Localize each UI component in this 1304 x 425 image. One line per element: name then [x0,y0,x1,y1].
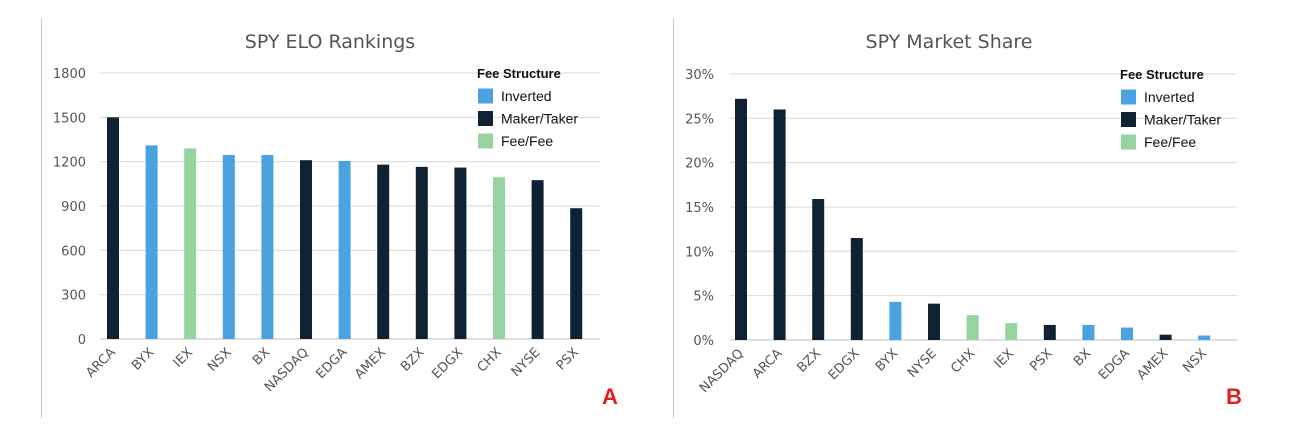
legend-title: Fee Structure [477,66,561,81]
legend-swatch-maker-taker [478,111,493,126]
y-tick-label: 15% [685,201,714,216]
legend-label: Inverted [501,88,552,104]
bar-amex [1159,334,1172,340]
bar-edga [1121,327,1133,340]
x-tick-label: PSX [554,345,582,373]
bar-nasdaq [735,98,747,341]
panel-letter: B [1226,384,1242,409]
x-tick-label: IEX [171,345,196,370]
bar-iex [1005,323,1018,340]
x-tick-label: IEX [992,346,1017,371]
y-tick-label: 600 [61,244,86,259]
x-tick-label: AMEX [352,345,389,382]
bar-edgx [850,238,863,340]
panel-letter: A [602,384,618,409]
y-tick-label: 20% [685,157,714,172]
y-tick-label: 900 [61,200,86,215]
legend-swatch-inverted [1121,89,1136,105]
x-tick-label: ARCA [83,345,119,381]
x-tick-label: CHX [475,345,505,375]
panel-divider [673,18,674,418]
x-tick-label: EDGA [314,345,351,382]
bar-nyse [928,303,940,340]
bar-bzx [415,166,428,339]
bar-byx [145,145,158,339]
legend-label: Inverted [1144,89,1195,105]
chart-title: SPY Market Share [866,31,1033,53]
bar-arca [773,109,786,340]
x-tick-label: EDGX [826,346,863,383]
chart-panel-market-share: SPY Market Share 0% 5% 10% 15% 20% 25% 30% NASDA… [685,31,1242,409]
x-tick-label: AMEX [1134,346,1171,383]
bar-nsx [1198,335,1211,340]
bar-bzx [812,199,825,340]
legend: Fee Structure Inverted Maker/Taker Fee/Fee [477,66,578,149]
bar-nsx [222,155,235,339]
y-tick-label: 0% [693,334,714,349]
bar-edgx [454,167,467,339]
y-tick-label: 1500 [53,111,86,126]
x-tick-label: BX [250,345,273,368]
y-tick-label: 10% [685,245,714,260]
x-tick-label: NYSE [509,345,544,380]
legend-label: Fee/Fee [1144,134,1196,150]
legend-swatch-maker-taker [1121,112,1136,127]
y-tick-label: 30% [685,68,714,83]
bar-amex [377,164,390,339]
x-tick-label: BZX [398,345,428,375]
x-tick-label: BYX [873,346,901,374]
bar-nasdaq [300,160,312,339]
bar-iex [184,148,197,339]
bar-bx [261,155,274,339]
y-tick-label: 25% [685,112,714,127]
bar-byx [889,301,902,340]
x-tick-label: NSX [205,345,235,375]
x-tick-label: PSX [1027,346,1055,374]
legend-label: Maker/Taker [501,111,578,127]
legend-label: Maker/Taker [1144,112,1221,128]
bar-chx [493,177,505,339]
x-tick-label: BYX [129,345,157,373]
legend: Fee Structure Inverted Maker/Taker Fee/Fee [1120,67,1221,150]
bar-psx [1043,324,1056,340]
x-tick-label: ARCA [750,346,786,382]
bar-bx [1082,324,1095,340]
x-tick-label: EDGA [1096,346,1133,383]
y-tick-label: 5% [693,290,714,305]
legend-title: Fee Structure [1120,67,1204,82]
bar-arca [107,117,119,339]
y-tick-label: 0 [78,333,86,348]
bar-psx [570,208,583,339]
y-tick-label: 300 [61,289,86,304]
legend-swatch-inverted [478,88,493,104]
bar-edga [338,160,351,339]
y-tick-label: 1800 [53,67,86,82]
bar-nyse [531,180,544,339]
chart-title: SPY ELO Rankings [245,31,415,53]
chart-panel-elo-rankings: SPY ELO Rankings 0 300 600 900 1200 1500 1800 AR… [53,31,618,409]
x-tick-label: BZX [795,346,825,376]
legend-label: Fee/Fee [501,133,553,149]
bar-chx [966,315,979,340]
legend-swatch-fee-fee [1121,134,1136,150]
x-tick-label: BX [1071,346,1094,369]
x-tick-label: NASDAQ [697,346,747,396]
y-tick-label: 1200 [53,156,86,171]
x-tick-label: NYSE [905,346,940,381]
left-frame-line [41,18,42,418]
x-tick-label: NSX [1180,346,1210,376]
x-tick-label: EDGX [429,345,466,382]
x-tick-label: CHX [948,346,978,376]
legend-swatch-fee-fee [478,133,493,149]
